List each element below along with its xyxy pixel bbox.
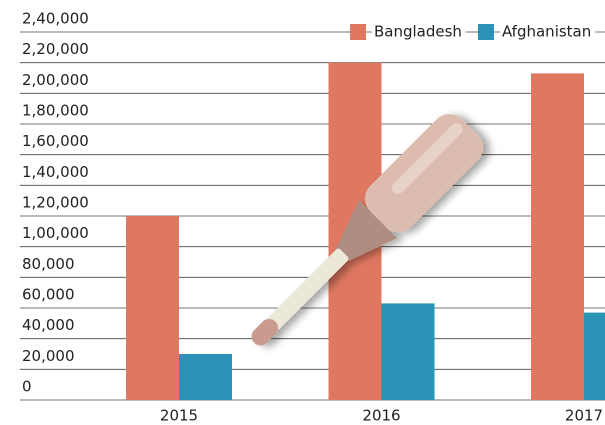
y-tick-label: 0 [22,378,32,396]
bar [531,73,584,400]
y-tick-label: 1,20,000 [22,194,89,212]
legend-swatch [478,24,494,40]
x-tick-label: 2016 [362,407,400,425]
bar [179,354,232,400]
legend-swatch [350,24,366,40]
y-tick-label: 1,60,000 [22,132,89,150]
legend-label: Afghanistan [502,23,591,41]
plot-area: 0 20,000 40,000 60,000 80,000 1,00,000 1,20,00… [20,10,605,401]
y-tick-label: 80,000 [22,255,75,273]
legend-label: Bangladesh [374,23,462,41]
y-tick-label: 2,40,000 [22,10,89,28]
chart: 0 20,000 40,000 60,000 80,000 1,00,000 1,20,00… [0,0,605,425]
y-tick-label: 20,000 [22,347,75,365]
y-tick-label: 1,00,000 [22,224,89,242]
x-tick-label: 2017 [565,407,603,425]
bar [382,303,435,400]
bar [584,313,605,400]
y-tick-label: 1,80,000 [22,102,89,120]
x-tick-label: 2015 [160,407,198,425]
y-tick-label: 1,40,000 [22,163,89,181]
y-tick-label: 60,000 [22,286,75,304]
bar [126,216,179,400]
y-tick-label: 2,20,000 [22,40,89,58]
y-tick-label: 40,000 [22,316,75,334]
y-tick-label: 2,00,000 [22,71,89,89]
page: {"chart_data": {"type": "bar", "categori… [0,0,605,425]
